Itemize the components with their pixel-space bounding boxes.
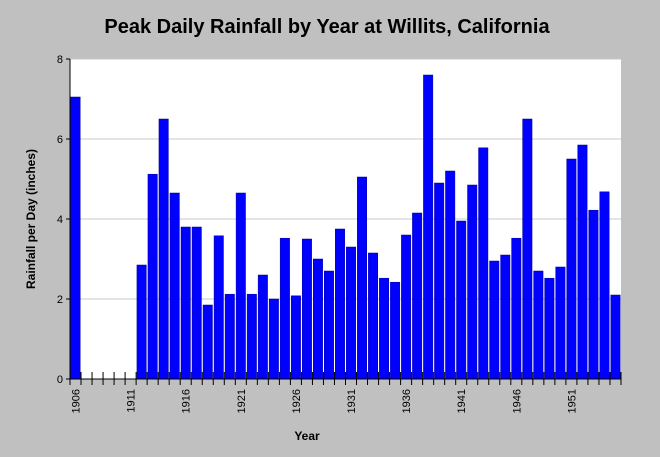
bar-1940	[445, 170, 456, 380]
bar-1932	[357, 176, 367, 380]
bar-1934	[379, 277, 390, 380]
bar-1935	[390, 281, 401, 380]
y-axis-ticks: 0 2 4 6 8	[57, 54, 70, 386]
bar-1950	[555, 266, 566, 380]
x-tick-label: 1911	[126, 389, 138, 413]
x-tick-label: 1946	[511, 389, 523, 413]
bar-1921	[235, 192, 246, 380]
bar-1930	[335, 228, 345, 380]
bar-1925	[279, 237, 290, 380]
y-tick-label: 8	[57, 54, 63, 66]
x-tick-label: 1906	[71, 389, 83, 413]
bar-1919	[213, 235, 224, 380]
bar-1952	[577, 144, 588, 380]
bar-1906	[70, 96, 81, 380]
bar-1916	[180, 226, 191, 380]
bar-1946	[511, 237, 522, 380]
bar-1955	[610, 294, 621, 380]
y-tick-label: 0	[57, 374, 63, 386]
bar-1941	[456, 220, 467, 380]
x-tick-label: 1916	[181, 389, 193, 413]
x-tick-label: 1931	[346, 389, 358, 413]
bar-1944	[489, 260, 500, 380]
bar-1948	[533, 270, 544, 380]
x-tick-label: 1936	[401, 389, 413, 413]
y-tick-label: 2	[57, 294, 63, 306]
bar-1914	[158, 118, 169, 380]
bar-1927	[301, 238, 312, 380]
x-tick-label: 1951	[566, 389, 578, 413]
bar-1915	[169, 192, 180, 380]
y-axis-label: Rainfall per Day (inches)	[24, 149, 38, 289]
bar-1928	[312, 258, 323, 380]
bars	[70, 74, 621, 380]
bar-1945	[500, 254, 511, 380]
y-tick-label: 6	[57, 134, 63, 146]
x-tick-label: 1941	[456, 389, 468, 413]
bar-1938	[423, 74, 434, 380]
bar-1933	[368, 252, 379, 380]
bar-1913	[147, 173, 158, 380]
y-tick-label: 4	[57, 214, 63, 226]
bar-1924	[268, 298, 279, 380]
bar-1931	[346, 246, 356, 380]
bar-1918	[202, 304, 213, 380]
bar-1917	[191, 226, 202, 380]
x-axis-label: Year	[294, 429, 320, 443]
bar-1942	[467, 184, 478, 380]
bar-1937	[412, 212, 423, 380]
bar-1949	[544, 277, 555, 380]
bar-1912	[136, 264, 147, 380]
bar-1923	[257, 274, 268, 380]
x-tick-label: 1926	[291, 389, 303, 413]
bar-1954	[599, 191, 610, 380]
bar-1953	[588, 209, 599, 380]
bar-1943	[478, 147, 489, 380]
x-tick-label: 1921	[236, 389, 248, 413]
bar-1926	[290, 295, 301, 380]
bar-1922	[246, 293, 257, 380]
bar-1920	[224, 293, 235, 380]
bar-1936	[401, 234, 412, 380]
bar-1951	[566, 158, 577, 380]
bar-1947	[522, 118, 533, 380]
bar-1939	[434, 182, 445, 380]
chart-title: Peak Daily Rainfall by Year at Willits, …	[104, 16, 550, 38]
x-axis-ticks: 1906 1911 1916 1921 1926 1931 1936 1941 1946 1951	[69, 372, 622, 413]
bar-1929	[324, 270, 334, 380]
